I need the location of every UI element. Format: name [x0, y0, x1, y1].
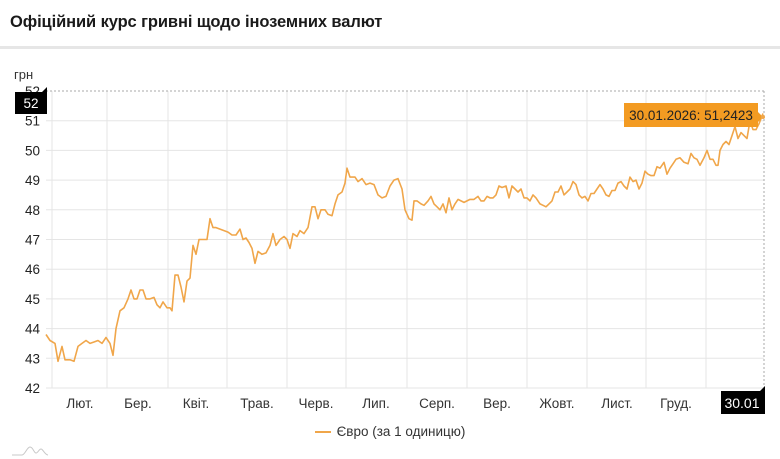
chart-legend[interactable]: Євро (за 1 одиницю) — [0, 424, 780, 439]
y-crosshair-marker: 52 — [15, 87, 47, 114]
y-tick-label: 46 — [25, 262, 40, 277]
sparkline-logo-icon — [12, 446, 49, 456]
grid-lines — [46, 91, 764, 389]
hover-point — [761, 115, 765, 119]
x-tick-label: Лют. — [66, 396, 93, 411]
y-tick-label: 47 — [25, 233, 40, 248]
x-tick-label: Вер. — [483, 396, 511, 411]
y-tick-label: 48 — [25, 203, 40, 218]
tooltip-text: 30.01.2026: 51,2423 — [629, 108, 753, 123]
y-tick-label: 42 — [25, 381, 40, 396]
x-tick-label: Квіт. — [183, 396, 209, 411]
x-end-marker: 30.01 — [721, 386, 765, 414]
euro-rate-line[interactable] — [45, 113, 764, 363]
y-tick-label: 45 — [25, 292, 40, 307]
y-tick-label: 49 — [25, 173, 40, 188]
legend-swatch-euro — [314, 431, 331, 434]
y-marker-label: 52 — [23, 96, 38, 111]
y-tick-label: 50 — [25, 143, 40, 158]
y-tick-label: 43 — [25, 351, 40, 366]
x-tick-label: Бер. — [124, 396, 152, 411]
chart-header: Офіційний курс гривні щодо іноземних вал… — [0, 0, 780, 46]
y-tick-label: 44 — [25, 322, 41, 337]
x-marker-label: 30.01 — [724, 395, 759, 411]
line-chart[interactable]: 42 43 44 45 46 47 48 49 50 51 52 Лют. Бер. Квіт. Трав… — [0, 49, 780, 459]
header-divider — [0, 46, 780, 49]
x-tick-label: Лист. — [601, 396, 633, 411]
x-tick-label: Серп. — [419, 396, 455, 411]
y-axis-unit: грн — [14, 67, 33, 82]
legend-label-euro: Євро (за 1 одиницю) — [336, 424, 466, 439]
x-axis-ticks: Лют. Бер. Квіт. Трав. Черв. Лип. Серп. Вер. Жовт… — [66, 396, 691, 411]
x-tick-label: Лип. — [362, 396, 389, 411]
x-tick-label: Жовт. — [539, 396, 574, 411]
data-tooltip: 30.01.2026: 51,2423 — [624, 103, 763, 127]
y-tick-label: 51 — [25, 114, 40, 129]
x-tick-label: Груд. — [660, 396, 692, 411]
x-tick-label: Черв. — [299, 396, 334, 411]
x-tick-label: Трав. — [240, 396, 273, 411]
y-axis-ticks: 42 43 44 45 46 47 48 49 50 51 52 — [25, 84, 41, 396]
page-title: Офіційний курс гривні щодо іноземних вал… — [10, 13, 383, 31]
